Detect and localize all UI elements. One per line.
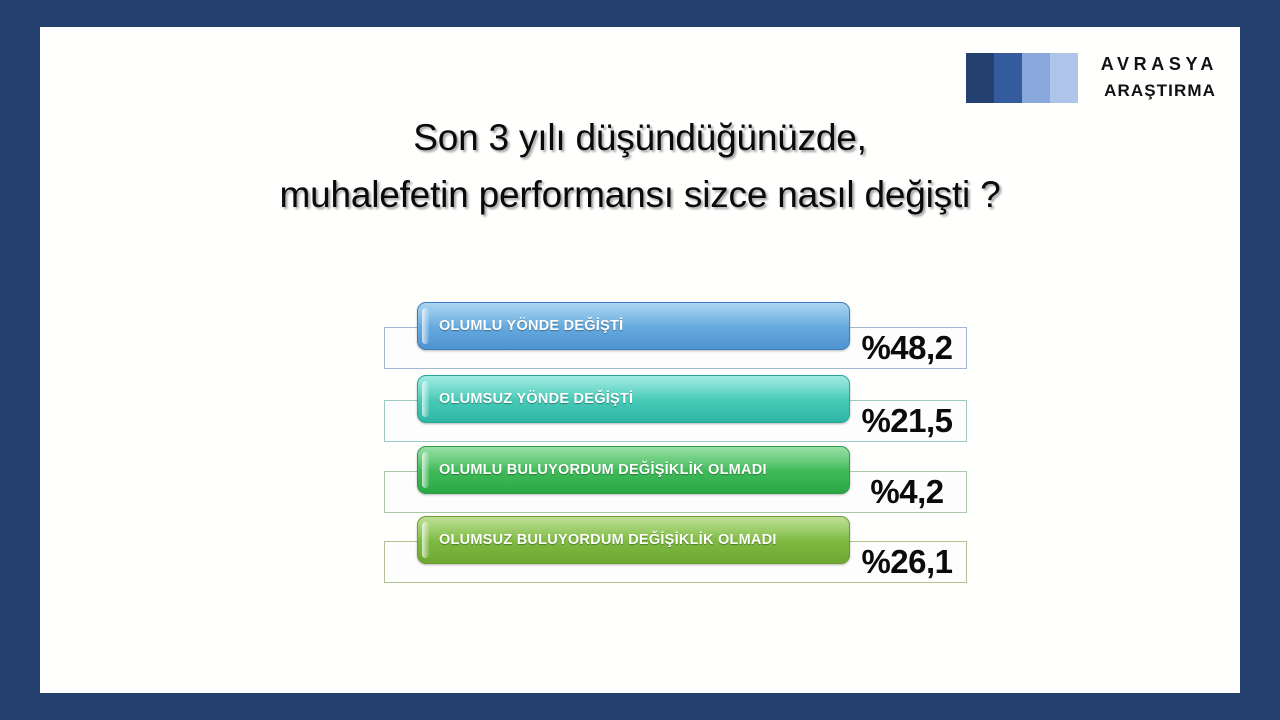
bar-value-label: %4,2 xyxy=(870,473,944,510)
bar-left-highlight xyxy=(422,452,429,488)
logo-wordmark: AVRASYA ARAŞTIRMA xyxy=(1088,49,1218,107)
brand-logo: AVRASYA ARAŞTIRMA xyxy=(966,49,1216,111)
bar-segment: OLUMSUZ BULUYORDUM DEĞİŞİKLİK OLMADI xyxy=(417,516,850,564)
bar-left-highlight xyxy=(422,381,429,417)
logo-block-1 xyxy=(966,53,994,103)
logo-color-blocks xyxy=(966,53,1078,103)
page-title: Son 3 yılı düşündüğünüzde, muhalefetin p… xyxy=(100,109,1180,223)
logo-block-3 xyxy=(1022,53,1050,103)
chart-row: OLUMLU BULUYORDUM DEĞİŞİKLİK OLMADI %4,2 xyxy=(344,444,984,514)
bar-value-label: %26,1 xyxy=(861,543,953,580)
page-title-line1: Son 3 yılı düşündüğünüzde, xyxy=(413,117,867,158)
chart-row: OLUMSUZ BULUYORDUM DEĞİŞİKLİK OLMADI %26… xyxy=(344,514,984,584)
logo-block-2 xyxy=(994,53,1022,103)
bar-category-label: OLUMLU YÖNDE DEĞİŞTİ xyxy=(439,318,624,334)
chart-row: OLUMSUZ YÖNDE DEĞİŞTİ %21,5 xyxy=(344,373,984,443)
bar-category-label: OLUMSUZ YÖNDE DEĞİŞTİ xyxy=(439,391,634,407)
bar-value-label: %48,2 xyxy=(861,329,953,366)
bar-segment: OLUMLU YÖNDE DEĞİŞTİ xyxy=(417,302,850,350)
bar-value-label: %21,5 xyxy=(861,402,953,439)
bar-segment: OLUMSUZ YÖNDE DEĞİŞTİ xyxy=(417,375,850,423)
logo-name-line1: AVRASYA xyxy=(1100,54,1218,74)
chart-row: OLUMLU YÖNDE DEĞİŞTİ %48,2 xyxy=(344,300,984,370)
bar-category-label: OLUMLU BULUYORDUM DEĞİŞİKLİK OLMADI xyxy=(439,462,767,478)
bar-left-highlight xyxy=(422,308,429,344)
slide-card: AVRASYA ARAŞTIRMA Son 3 yılı düşündüğünü… xyxy=(40,27,1240,693)
page-title-line2: muhalefetin performansı sizce nasıl deği… xyxy=(279,174,1001,215)
bar-chart: OLUMLU YÖNDE DEĞİŞTİ %48,2 OLUMSUZ YÖNDE… xyxy=(344,300,984,610)
logo-block-4 xyxy=(1050,53,1078,103)
bar-left-highlight xyxy=(422,522,429,558)
logo-name-line2: ARAŞTIRMA xyxy=(1104,81,1216,100)
bar-category-label: OLUMSUZ BULUYORDUM DEĞİŞİKLİK OLMADI xyxy=(439,532,777,548)
bar-segment: OLUMLU BULUYORDUM DEĞİŞİKLİK OLMADI xyxy=(417,446,850,494)
